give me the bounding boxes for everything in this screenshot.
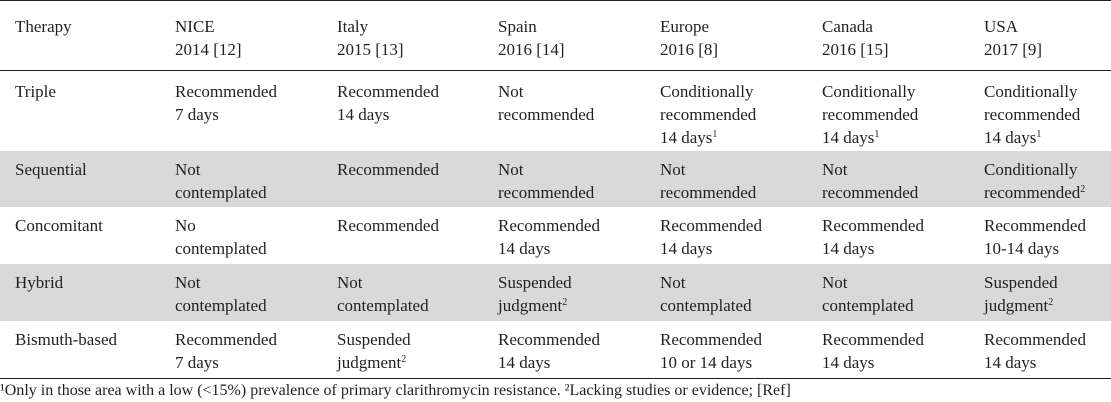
therapy-cell: Sequential xyxy=(0,151,160,207)
table-cell: Recommended 10 or 14 days xyxy=(645,321,807,379)
therapy-cell: Triple xyxy=(15,81,56,101)
table-cell: Conditionally recommended 14 days1 xyxy=(660,81,757,147)
table-cell: Suspended judgment2 xyxy=(483,264,645,321)
table-row: Hybrid Not contemplated Not contemplated S… xyxy=(0,264,1111,321)
table-row: Triple Recommended 7 days Recommended 14 d… xyxy=(0,70,1111,151)
table-cell: Recommended xyxy=(337,216,439,235)
table-cell: Recommended 14 days xyxy=(337,81,439,124)
table-cell: Conditionally recommended 14 days1 xyxy=(822,81,919,147)
table-cell: Recommended 14 days xyxy=(483,321,645,379)
top-rule xyxy=(0,0,1111,1)
header-row: Therapy NICE 2014 [12] Italy 2015 [13] Spa… xyxy=(0,1,1111,71)
table-cell: Recommended 14 days xyxy=(660,216,762,258)
header-cell: Spain 2016 [14] xyxy=(483,1,645,71)
table-row: Bismuth-based Recommended 7 days Suspende… xyxy=(0,321,1111,379)
table-cell: Not contemplated xyxy=(645,264,807,321)
table-cell: Recommended 7 days xyxy=(160,321,322,379)
table-cell: Not recommended xyxy=(498,81,595,124)
table-cell: Not recommended xyxy=(807,151,969,207)
table-cell: Recommended 14 days xyxy=(498,216,600,258)
table-cell: Not recommended xyxy=(645,151,807,207)
header-cell: Canada 2016 [15] xyxy=(807,1,969,71)
table-cell: Not contemplated xyxy=(322,264,483,321)
header-cell: USA 2017 [9] xyxy=(969,1,1111,71)
table-cell: Not recommended xyxy=(483,151,645,207)
table-cell: Conditionally recommended 14 days1 xyxy=(984,81,1081,147)
table-cell: No contemplated xyxy=(175,216,267,258)
table-cell: Recommended 14 days xyxy=(822,216,924,258)
therapy-cell: Hybrid xyxy=(0,264,160,321)
table-cell: Recommended 10-14 days xyxy=(984,216,1086,258)
table-cell: Suspended judgment2 xyxy=(322,321,483,379)
header-cell: Europe 2016 [8] xyxy=(645,1,807,71)
table-cell: Recommended 14 days xyxy=(969,321,1111,379)
header-cell: Therapy xyxy=(0,1,160,71)
table-cell: Not contemplated xyxy=(160,151,322,207)
guidelines-table: Therapy NICE 2014 [12] Italy 2015 [13] Spa… xyxy=(0,1,1111,379)
table-cell: Not contemplated xyxy=(807,264,969,321)
table-row: Concomitant No contemplated Recommended R… xyxy=(0,207,1111,264)
table-cell: Recommended 7 days xyxy=(175,81,277,124)
header-cell: NICE 2014 [12] xyxy=(160,1,322,71)
table-cell: Suspended judgment2 xyxy=(969,264,1111,321)
table-footnote: ¹Only in those area with a low (<15%) pr… xyxy=(0,382,791,399)
header-cell: Italy 2015 [13] xyxy=(322,1,483,71)
therapy-cell: Bismuth-based xyxy=(0,321,160,379)
table-cell: Not contemplated xyxy=(160,264,322,321)
therapy-cell: Concomitant xyxy=(15,216,103,235)
table-cell: Conditionally recommended2 xyxy=(969,151,1111,207)
table-cell: Recommended 14 days xyxy=(807,321,969,379)
table-cell: Recommended xyxy=(322,151,483,207)
table-row: Sequential Not contemplated Recommended N… xyxy=(0,151,1111,207)
